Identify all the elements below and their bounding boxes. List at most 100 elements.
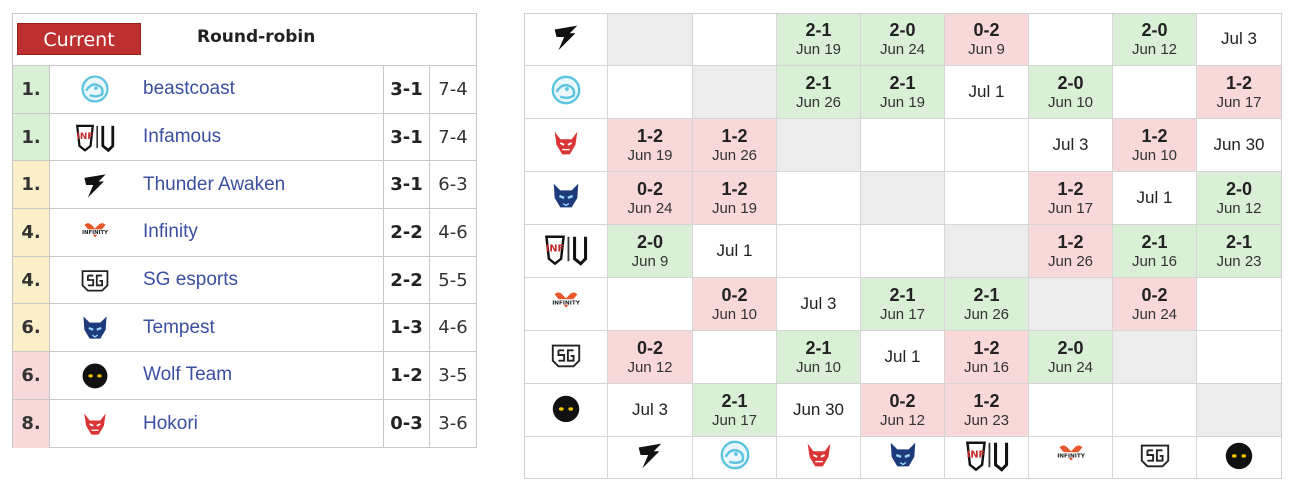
match-score: 2-1 [1225,232,1252,252]
match-score: 2-1 [1141,232,1168,252]
match-date: Jun 17 [879,306,926,323]
match-cell [608,66,693,119]
match-cell [861,225,945,278]
match-cell: 2-1 Jun 26 [945,278,1029,331]
match-score: 2-0 [1057,73,1084,93]
team-name-link[interactable]: Thunder Awaken [143,173,286,195]
match-date: Jul 1 [716,241,753,260]
team-name-link[interactable]: Tempest [143,316,215,338]
col-footer-thunder-awaken-logo [608,437,693,479]
game-score: 5-5 [438,269,468,291]
rank-cell: 1. [13,161,50,209]
match-cell: 2-1 Jun 19 [861,66,945,119]
team-name-link[interactable]: SG esports [143,269,239,291]
tempest-logo [886,438,920,477]
self-match-cell [1029,278,1113,331]
match-date: Jun 19 [627,147,673,164]
team-name-link[interactable]: Wolf Team [143,364,233,386]
team-name-link[interactable]: Hokori [143,412,198,434]
row-header-thunder-awaken-logo [524,13,608,66]
match-score: 0-2 [889,391,916,411]
match-date: Jun 24 [879,41,926,58]
col-footer-sg-esports-logo [1113,437,1197,479]
row-header-infinity-logo: INFINITY [524,278,608,331]
match-date: Jun 26 [963,306,1010,323]
current-tab-button[interactable]: Current [17,23,141,55]
match-score: 0-2 [636,179,663,199]
sg-esports-logo [1138,438,1172,477]
team-name-link[interactable]: Infamous [143,126,222,148]
match-record: 3-1 [383,66,430,113]
match-cell: 0-2 Jun 12 [608,331,693,384]
row-header-wolf-team-logo [524,384,608,437]
match-date: Jun 9 [968,41,1005,58]
rank-cell: 1. [13,113,50,161]
match-date: Jun 16 [1131,253,1178,270]
wolf-team-logo [50,352,140,399]
match-cell [1197,278,1282,331]
match-score: 0-2 [973,20,1000,40]
match-cell: 1-2 Jun 10 [1113,119,1197,172]
game-score: 4-6 [438,221,468,243]
match-score: 0-2 [721,285,748,305]
match-cell: 1-2 Jun 16 [945,331,1029,384]
match-score: 2-0 [1141,20,1168,40]
match-date: Jun 17 [1216,94,1262,111]
match-score: 2-1 [889,285,916,305]
match-date: Jun 26 [795,94,842,111]
match-cell: 1-2 Jun 17 [1197,66,1282,119]
match-score: 1-2 [973,338,1000,358]
match-score: 0-2 [1141,285,1168,305]
match-cell: 2-1 Jun 10 [777,331,861,384]
match-date: Jun 24 [627,200,673,217]
game-score: 4-6 [438,317,468,339]
infamous-logo: INF [544,227,588,276]
tempest-logo [50,304,140,351]
match-date: Jun 30 [792,400,845,419]
match-cell: 1-2 Jun 17 [1029,172,1113,225]
infinity-logo: INFINITY [549,285,583,324]
match-date: Jul 3 [800,294,837,313]
standings-row: 6. Wolf Team 1-2 3-5 [13,352,476,400]
match-date: Jun 19 [711,200,758,217]
match-date: Jun 12 [627,359,673,376]
tempest-logo [549,179,583,218]
match-date: Jun 10 [1131,147,1178,164]
standings-row: 4. SG esports 2-2 5-5 [13,256,476,305]
row-header-infamous-logo: INF [524,225,608,278]
match-date: Jul 1 [968,82,1005,101]
round-robin-title: Round-robin [197,27,316,47]
match-cell: Jul 3 [608,384,693,437]
row-header-tempest-logo [524,172,608,225]
match-date: Jul 3 [1221,29,1257,48]
hokori-logo [549,126,583,165]
infamous-logo: INF [965,433,1009,482]
match-cell [1029,13,1113,66]
match-cell: 0-2 Jun 24 [1113,278,1197,331]
match-date: Jun 10 [711,306,758,323]
match-date: Jun 17 [711,412,758,429]
match-date: Jul 1 [884,347,921,366]
match-score: 2-1 [805,338,832,358]
svg-text:INFINITY: INFINITY [552,300,581,306]
self-match-cell [1197,384,1282,437]
hokori-logo [50,400,140,448]
row-header-hokori-logo [524,119,608,172]
match-date: Jun 17 [1047,200,1094,217]
grid-corner [524,437,608,479]
match-cell: Jun 30 [1197,119,1282,172]
match-cell [861,119,945,172]
match-score: 1-2 [1225,73,1252,93]
match-date: Jun 23 [1216,253,1262,270]
rank-cell: 6. [13,352,50,399]
match-cell: 2-0 Jun 9 [608,225,693,278]
match-cell [945,119,1029,172]
match-date: Jun 9 [631,253,669,270]
match-cell: 2-1 Jun 17 [693,384,777,437]
team-name-link[interactable]: Infinity [143,221,198,243]
team-name-link[interactable]: beastcoast [143,78,235,100]
match-cell [777,225,861,278]
col-footer-beastcoast-logo [693,437,777,479]
row-header-sg-esports-logo [524,331,608,384]
match-cell: 1-2 Jun 26 [693,119,777,172]
